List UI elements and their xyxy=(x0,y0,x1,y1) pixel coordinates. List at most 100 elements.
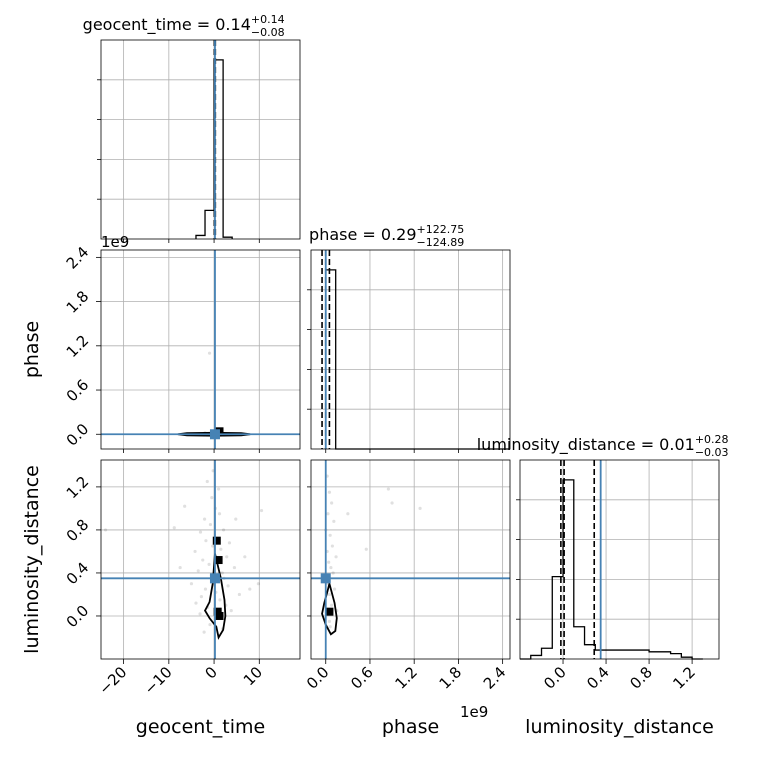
panel-frame xyxy=(100,459,301,660)
title-plus: +0.14 xyxy=(251,13,285,26)
x-tick-label: 1.8 xyxy=(436,663,466,693)
sample-point xyxy=(207,562,211,566)
sample-point xyxy=(194,601,198,605)
y-tick-label: 0.8 xyxy=(63,516,93,546)
sample-point xyxy=(193,549,197,554)
sample-point xyxy=(196,569,200,573)
sample-point xyxy=(202,630,206,634)
sample-point xyxy=(259,508,264,513)
title-main: geocent_time = 0.14 xyxy=(83,15,251,35)
sample-point xyxy=(330,603,334,607)
sample-point xyxy=(326,512,330,516)
sample-point xyxy=(198,612,202,616)
sample-point xyxy=(256,582,260,586)
density-peak xyxy=(215,611,224,620)
x-tick-label: −10 xyxy=(141,663,176,698)
sample-point xyxy=(204,539,208,543)
sample-point xyxy=(332,519,336,523)
sample-point xyxy=(332,587,337,591)
sample-point xyxy=(178,565,182,570)
panel-title-phase: phase = 0.29+122.75 −124.89 xyxy=(309,223,464,249)
sample-point xyxy=(211,544,215,548)
y-tick-label: 1.8 xyxy=(63,287,93,317)
title-plus: +122.75 xyxy=(417,223,465,236)
x-tick-label: 1.2 xyxy=(391,663,421,693)
sample-point xyxy=(234,517,238,521)
sample-point xyxy=(327,619,332,623)
sample-point xyxy=(203,587,208,591)
sample-point xyxy=(189,582,194,586)
y-tick-label: 1.2 xyxy=(63,473,93,503)
y-tick-label: 0.0 xyxy=(63,420,93,450)
sample-point xyxy=(211,469,215,473)
title-main: phase = 0.29 xyxy=(309,225,416,244)
sample-point xyxy=(219,547,223,551)
sample-point xyxy=(198,530,203,534)
histogram-panel-luminosity_distance: luminosity_distance = 0.01+0.28 −0.03 xyxy=(477,433,729,660)
panel-frame xyxy=(100,39,301,240)
x-tick-label: 0.0 xyxy=(540,663,570,693)
sample-point xyxy=(328,533,332,537)
y-tick-label: 0.0 xyxy=(63,602,93,632)
y-tick-label: 0.4 xyxy=(63,559,93,589)
sample-point xyxy=(208,522,213,527)
y-axis-luminosity_distance: 0.0 0.4 0.8 1.2 luminosity_distance xyxy=(21,465,101,654)
sample-point xyxy=(346,512,350,516)
sample-point xyxy=(216,487,221,491)
sample-point xyxy=(229,608,233,613)
panel-content xyxy=(101,250,300,449)
y-axis-label-luminosity_distance: luminosity_distance xyxy=(21,465,43,654)
sample-point xyxy=(205,479,209,484)
scatter-panel-phase-luminosity_distance xyxy=(310,459,511,660)
sample-point xyxy=(208,622,212,627)
sample-point xyxy=(328,625,332,629)
y-axis-phase: 0.0 0.6 1.2 1.8 2.4 phase 1e9 xyxy=(21,233,129,450)
x-tick-label: 0 xyxy=(201,663,220,682)
y-offset-text: 1e9 xyxy=(101,233,129,251)
x-axis-label-geocent_time: geocent_time xyxy=(136,716,265,738)
panel-title-luminosity_distance: luminosity_distance = 0.01+0.28 −0.03 xyxy=(477,433,729,459)
density-peak xyxy=(213,607,222,616)
x-tick-label: 0.8 xyxy=(626,663,656,693)
density-peak xyxy=(325,607,334,616)
y-tick-label: 0.6 xyxy=(63,376,93,406)
panel-frame xyxy=(519,459,720,660)
sample-point xyxy=(103,528,108,532)
x-tick-label: 0.6 xyxy=(347,663,377,693)
truth-marker xyxy=(209,573,220,584)
histogram-panel-phase: phase = 0.29+122.75 −124.89 xyxy=(307,223,511,450)
panel-content xyxy=(101,460,300,659)
sample-point xyxy=(327,592,332,597)
panel-frame xyxy=(310,459,511,660)
sample-point xyxy=(207,351,212,355)
density-contour xyxy=(203,553,227,640)
sample-point xyxy=(330,501,334,505)
title-main: luminosity_distance = 0.01 xyxy=(477,435,695,455)
density-peak xyxy=(214,556,223,565)
x-axis-geocent_time: −20 −10 0 10 geocent_time xyxy=(95,659,266,738)
sample-point xyxy=(217,512,222,516)
x-tick-label: −20 xyxy=(95,663,130,698)
sample-point xyxy=(210,496,214,500)
sample-point xyxy=(390,501,394,505)
sample-point xyxy=(232,565,237,570)
title-minus: −0.08 xyxy=(251,26,285,39)
x-offset-text: 1e9 xyxy=(460,703,488,721)
sample-point xyxy=(334,555,338,559)
title-minus: −0.03 xyxy=(695,446,729,459)
sample-point xyxy=(201,558,205,562)
sample-point xyxy=(327,490,332,494)
x-tick-label: 0.4 xyxy=(583,663,613,693)
y-tick-label: 2.4 xyxy=(63,243,93,273)
sample-point xyxy=(248,587,252,591)
panel-frame xyxy=(310,249,511,450)
histogram-bars-phase xyxy=(325,269,510,450)
x-tick-label: 10 xyxy=(240,663,266,689)
x-axis-label-luminosity_distance: luminosity_distance xyxy=(525,716,714,738)
title-plus: +0.28 xyxy=(695,433,729,446)
scatter-panel-geocent_time-luminosity_distance xyxy=(100,459,301,660)
sample-point xyxy=(327,560,331,564)
truth-marker xyxy=(320,573,331,584)
sample-point xyxy=(226,584,230,588)
